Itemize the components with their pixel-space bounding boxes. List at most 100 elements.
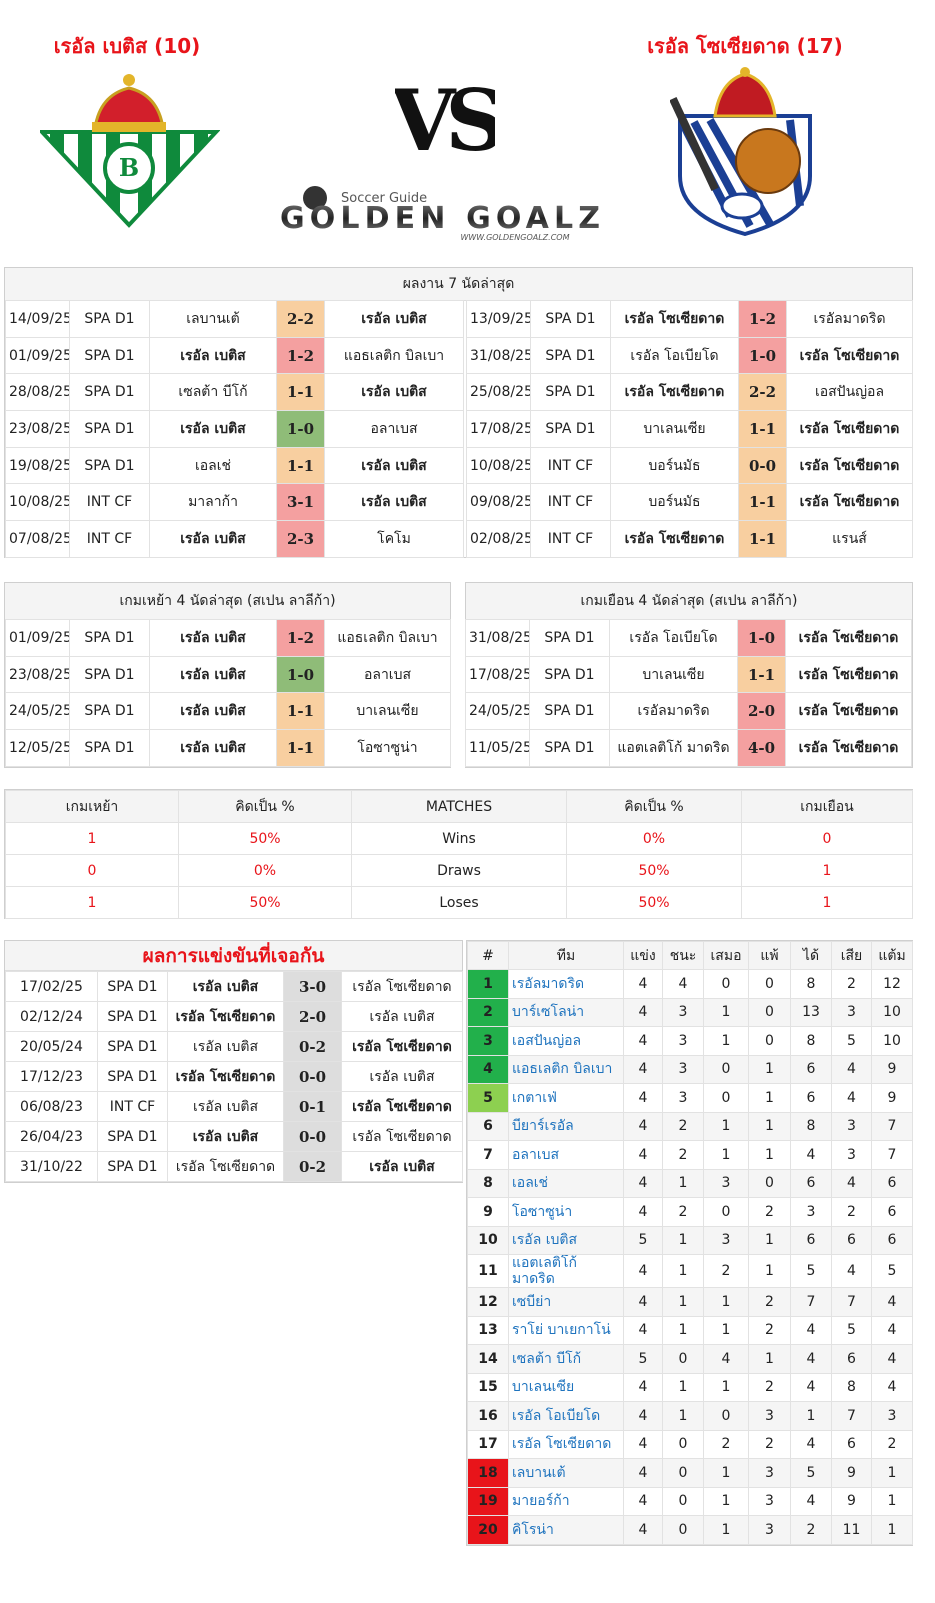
home-team: เรอัล โซเซียดาด [167, 1061, 284, 1092]
rank: 6 [467, 1111, 509, 1141]
home-team: เรอัล เบติส [149, 336, 277, 375]
match-date: 17/02/25 [5, 971, 98, 1002]
stat: 2 [748, 1372, 791, 1402]
stat: 3 [831, 1111, 872, 1141]
home-team: เรอัล โซเซียดาด [610, 373, 739, 412]
panel: เกมเหย้า 4 นัดล่าสุด (สเปน ลาลีก้า) 01/09… [4, 582, 451, 768]
stat: 2 [662, 1111, 704, 1141]
match-date: 31/10/22 [5, 1151, 98, 1182]
match-row: 02/08/25 INT CF เรอัล โซเซียดาด 1-1 แรนส์ [466, 520, 913, 558]
stat: 2 [790, 1515, 832, 1545]
stat: 4 [662, 969, 704, 999]
match-competition: SPA D1 [529, 619, 610, 657]
rank: 4 [467, 1054, 509, 1084]
score: 1-0 [276, 655, 325, 694]
home-crest: B [40, 74, 220, 228]
match-date: 10/08/25 [466, 446, 531, 485]
stat: 3 [748, 1458, 791, 1488]
stat: 3 [703, 1225, 749, 1255]
rank: 5 [467, 1083, 509, 1113]
away-team: เรอัล โซเซียดาด [341, 971, 463, 1002]
stat: 2 [748, 1429, 791, 1459]
away-team: บาเลนเซีย [324, 692, 451, 731]
match-row: 24/05/25 SPA D1 เรอัลมาดริด 2-0 เรอัล โซเซีย… [465, 692, 912, 731]
rank: 9 [467, 1197, 509, 1227]
stat: 3 [662, 1054, 704, 1084]
away-team: เรอัล โซเซียดาด [341, 1091, 463, 1122]
match-competition: SPA D1 [529, 655, 610, 694]
stat: 0 [662, 1486, 704, 1516]
match-date: 06/08/23 [5, 1091, 98, 1122]
stat: 1 [748, 1254, 791, 1288]
panel-title: ผลการแข่งขันที่เจอกัน [5, 941, 462, 971]
match-row: 11/05/25 SPA D1 แอตเลติโก้ มาดริด 4-0 เรอัล … [465, 729, 912, 767]
away-team: เรอัล โซเซียดาด [786, 336, 913, 375]
match-row: 24/05/25 SPA D1 เรอัล เบติส 1-1 บาเลนเซีย [5, 692, 451, 731]
match-row: 17/12/23 SPA D1 เรอัล โซเซียดาด 0-0 เรอัล เบ… [5, 1061, 463, 1092]
score: 1-1 [737, 655, 786, 694]
stat: 1 [662, 1287, 704, 1317]
panel-title: ผลงาน 7 นัดล่าสุด [5, 268, 912, 301]
stat: 13 [790, 997, 832, 1027]
stat: 1 [662, 1254, 704, 1288]
stat: 4 [623, 1287, 663, 1317]
stat: 6 [790, 1225, 832, 1255]
panel: เกมเยือน 4 นัดล่าสุด (สเปน ลาลีก้า) 31/08… [465, 582, 913, 768]
stat: 4 [623, 1197, 663, 1227]
standings-row: 6 บียาร์เรอัล 4 2 1 1 8 3 7 [467, 1111, 913, 1141]
rank: 2 [467, 997, 509, 1027]
stat: 4 [623, 1083, 663, 1113]
stat: 3 [871, 1401, 913, 1431]
match-row: 31/08/25 SPA D1 เรอัล โอเบียโด 1-0 เรอัล โซเ… [466, 336, 913, 375]
match-competition: SPA D1 [69, 336, 150, 375]
stat: 4 [623, 1140, 663, 1170]
team-name: อลาเบส [508, 1140, 624, 1170]
stat: 1 [662, 1401, 704, 1431]
stat: 7 [831, 1287, 872, 1317]
match-date: 23/08/25 [5, 655, 70, 694]
stat: 1 [748, 1083, 791, 1113]
score: 1-2 [738, 300, 787, 338]
away-team: เรอัล โซเซียดาด [341, 1121, 463, 1152]
summary-cell: 0% [178, 854, 352, 887]
score: 0-2 [283, 1031, 342, 1062]
team-name: คิโรน่า [508, 1515, 624, 1545]
away-team: เรอัล โซเซียดาด [785, 655, 912, 694]
match-competition: SPA D1 [69, 655, 150, 694]
match-date: 09/08/25 [466, 483, 531, 522]
match-row: 01/09/25 SPA D1 เรอัล เบติส 1-2 แอธเลติก บิล… [5, 336, 464, 375]
away-team: เรอัล โซเซียดาด [786, 410, 913, 448]
match-row: 14/09/25 SPA D1 เลบานเต้ 2-2 เรอัล เบติส [5, 300, 464, 338]
stat: 1 [871, 1515, 913, 1545]
score: 0-0 [738, 446, 787, 485]
stat: 10 [871, 1026, 913, 1056]
standings-heading: แต้ม [871, 941, 913, 970]
away-team: อลาเบส [324, 410, 464, 448]
home-team: เรอัล โอเบียโด [610, 336, 739, 375]
stat: 1 [748, 1054, 791, 1084]
rank: 14 [467, 1344, 509, 1374]
match-competition: SPA D1 [530, 300, 611, 338]
stat: 10 [871, 997, 913, 1027]
stat: 4 [623, 1168, 663, 1198]
logo-url: WWW.GOLDENGOALZ.COM [460, 233, 569, 242]
rank: 20 [467, 1515, 509, 1545]
stat: 3 [703, 1168, 749, 1198]
away-team: เอสปันญ่อล [786, 373, 913, 412]
stat: 3 [831, 1140, 872, 1170]
home-team: แอตเลติโก้ มาดริด [609, 729, 738, 767]
stat: 0 [748, 1026, 791, 1056]
away-team: เรอัลมาดริด [786, 300, 913, 338]
match-row: 17/08/25 SPA D1 บาเลนเซีย 1-1 เรอัล โซเซียดา… [465, 655, 912, 694]
match-competition: SPA D1 [69, 373, 150, 412]
stat: 8 [790, 1026, 832, 1056]
stat: 4 [623, 1315, 663, 1345]
team-name: โอซาซูน่า [508, 1197, 624, 1227]
match-date: 28/08/25 [5, 373, 70, 412]
match-row: 20/05/24 SPA D1 เรอัล เบติส 0-2 เรอัล โซเซีย… [5, 1031, 463, 1062]
site-logo: Soccer Guide GOLDEN GOALZ WWW.GOLDENGOAL… [280, 186, 600, 242]
stat: 4 [871, 1315, 913, 1345]
match-competition: INT CF [69, 483, 150, 522]
score: 0-0 [283, 1121, 342, 1152]
